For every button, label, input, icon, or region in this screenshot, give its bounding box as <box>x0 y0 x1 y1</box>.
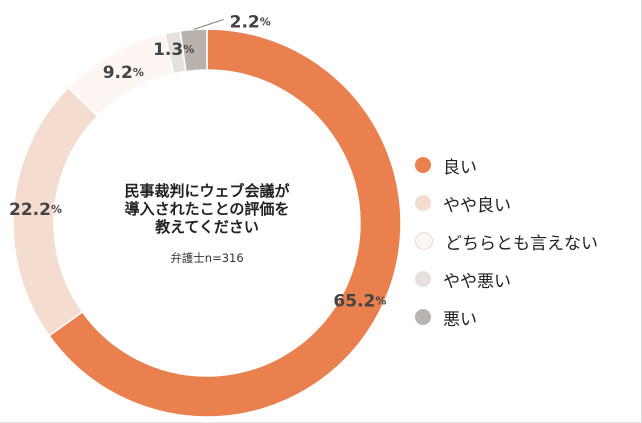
legend-item-4: 悪い <box>415 298 598 336</box>
legend-swatch-2 <box>415 232 433 250</box>
sample-size: 弁護士n=316 <box>170 251 244 265</box>
donut-chart: 65.2% 22.2% 9.2% 1.3% 2.2% <box>9 12 402 418</box>
legend-swatch-0 <box>415 157 431 173</box>
legend-swatch-1 <box>415 195 431 211</box>
leader-line <box>193 18 224 30</box>
legend-label-2: どちらとも言えない <box>445 233 598 254</box>
slice-label-1: 22.2% <box>9 200 62 220</box>
legend-label-4: 悪い <box>443 309 477 330</box>
slice-label-0: 65.2% <box>333 292 386 312</box>
slice-labels: 65.2% 22.2% 9.2% 1.3% 2.2% <box>9 12 386 311</box>
slice-label-3: 1.3% <box>153 40 194 60</box>
legend-label-0: 良い <box>443 157 477 178</box>
slice-0 <box>48 28 402 418</box>
slice-label-2: 9.2% <box>103 63 144 83</box>
slice-label-4: 2.2% <box>230 12 271 32</box>
center-title: 民事裁判にウェブ会議が 導入されたことの評価を 教えてください <box>98 182 316 236</box>
legend-item-1: やや良い <box>415 184 598 222</box>
legend-item-3: やや悪い <box>415 260 598 298</box>
legend-swatch-3 <box>415 271 431 287</box>
legend-label-3: やや悪い <box>443 271 511 292</box>
legend-item-2: どちらとも言えない <box>415 222 598 260</box>
slice-4 <box>179 28 208 73</box>
legend-item-0: 良い <box>415 146 598 184</box>
donut-slices <box>12 28 402 418</box>
legend-label-1: やや良い <box>443 195 511 216</box>
legend: 良いやや良いどちらとも言えない やや悪い悪い <box>415 146 598 336</box>
center-title-line-1: 民事裁判にウェブ会議が <box>124 182 290 200</box>
center-title-line-3: 教えてください <box>155 218 259 236</box>
center-title-line-2: 導入されたことの評価を <box>124 200 290 218</box>
legend-swatch-4 <box>415 309 431 325</box>
